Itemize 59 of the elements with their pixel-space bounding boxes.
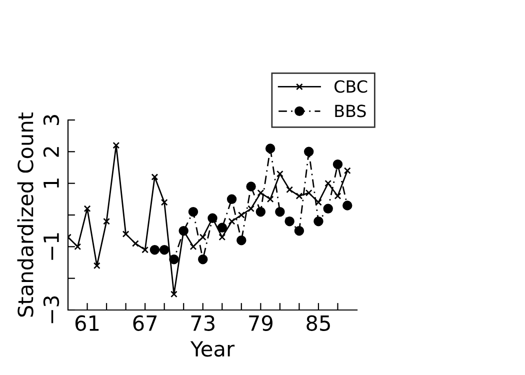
y-tick-label: −3 [43,296,60,324]
point [160,198,168,206]
point [314,198,322,206]
point [93,262,100,270]
point [151,174,158,180]
point [314,216,324,226]
point [286,186,294,194]
point [266,196,274,203]
point [342,200,352,210]
point [294,226,304,236]
point [169,254,179,264]
y-axis-title: Standardized Count [17,112,34,317]
point [334,192,342,200]
point [323,204,333,214]
point [296,192,303,200]
point [150,244,160,255]
y-tick-label: 3 [43,115,60,126]
legend-label: CBC [334,80,368,93]
point [188,206,198,217]
point [276,170,284,178]
point [257,189,264,196]
y-tick-label: 1 [44,178,59,188]
point [304,146,314,157]
point [275,206,285,217]
point [332,159,343,170]
point [84,205,91,212]
legend-label: BBS [335,104,366,118]
point [248,205,255,212]
point [324,180,332,187]
point [142,246,149,254]
x-axis-title: Year [190,341,235,357]
point [284,216,294,226]
x-tick-label: 67 [133,315,157,331]
point [226,194,237,204]
x-tick-label: 61 [75,315,99,331]
x-tick-label: 73 [191,315,214,331]
x-tick-label: 85 [306,315,330,331]
point [198,254,208,264]
point [236,235,246,246]
point [228,218,236,225]
point [190,243,197,250]
point [256,206,266,217]
y-tick-label: 2 [43,147,59,157]
point [112,142,120,149]
point [305,189,312,196]
point [217,222,227,233]
point [132,240,139,247]
point [103,218,110,225]
point [199,234,206,241]
y-tick-label: −1 [44,233,59,260]
x-tick-label: 79 [249,315,272,331]
point [159,244,170,255]
point [344,167,351,174]
point [238,212,245,218]
point [246,182,256,192]
point [265,144,276,154]
point [218,234,226,241]
point [170,290,178,298]
point [122,230,130,238]
